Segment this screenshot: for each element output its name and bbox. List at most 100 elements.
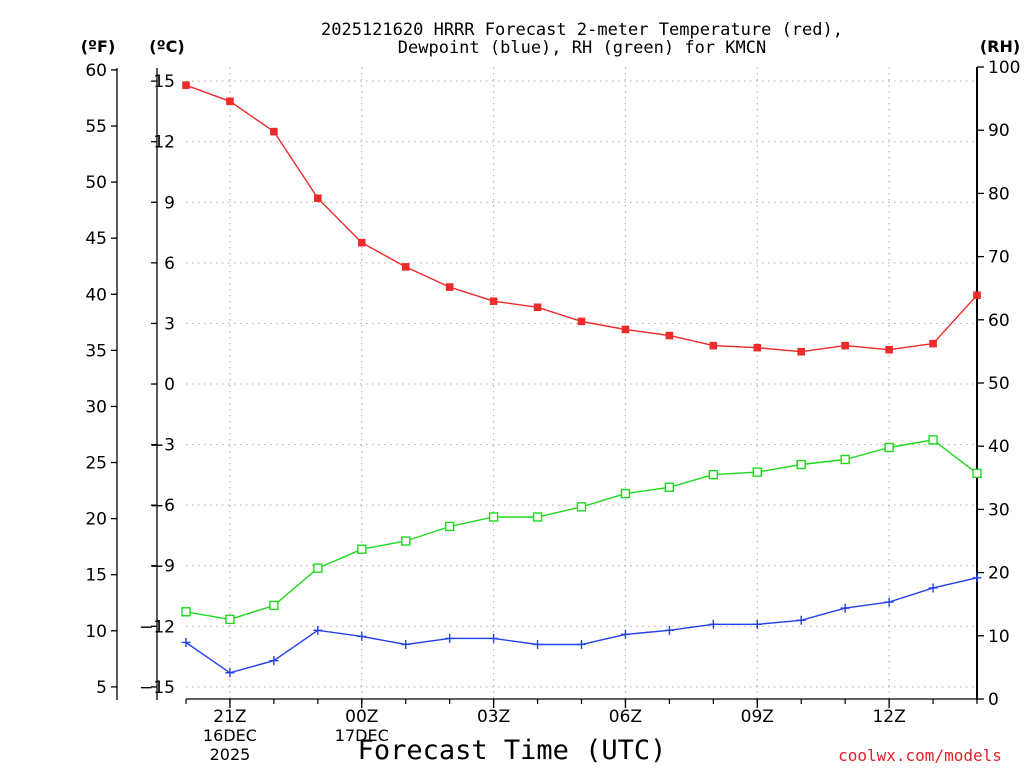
2-meter-temperature-point [533,303,542,312]
dewpoint-point [533,639,543,649]
relative-humidity-point [840,454,850,465]
fahrenheit-tick-label: 20 [85,510,107,530]
2-meter-temperature-point [753,343,762,352]
celsius-tick-label: 6 [164,254,175,274]
2-meter-temperature-point [973,291,981,299]
axes: 6055504540353025201510515129630−3−6−9−12… [85,58,1020,764]
dewpoint-point [972,573,982,583]
rh-tick-label: 50 [988,374,1010,394]
relative-humidity-point [620,488,631,499]
rh-unit-label: (RH) [980,37,1020,56]
2-meter-temperature-point [401,263,410,271]
rh-tick-label: 30 [988,500,1010,520]
relative-humidity-point [576,502,587,512]
fahrenheit-tick-label: 5 [96,678,107,698]
relative-humidity-point [972,468,982,479]
fahrenheit-tick-label: 10 [85,622,107,642]
2-meter-temperature-point [885,345,893,354]
rh-tick-label: 100 [988,58,1020,78]
relative-humidity-point [444,521,455,532]
fahrenheit-tick-label: 25 [85,454,107,474]
x-date-label: 17DEC [335,726,389,745]
rh-tick-label: 20 [988,564,1010,584]
fahrenheit-tick-label: 55 [85,117,107,137]
relative-humidity-point [532,512,543,522]
dewpoint-point [928,583,938,593]
dewpoint-point [708,619,718,629]
rh-tick-label: 10 [988,627,1010,647]
dewpoint-point [445,633,455,643]
fahrenheit-tick-label: 15 [85,566,107,586]
celsius-tick-label: −3 [150,436,175,456]
relative-humidity-point [269,600,279,611]
2-meter-temperature-point [357,238,366,247]
x-axis-title: Forecast Time (UTC) [358,735,667,766]
rh-tick-label: 60 [988,311,1010,331]
dewpoint-point [225,668,235,678]
fahrenheit-tick-label: 35 [85,341,107,361]
relative-humidity-point [488,512,499,522]
rh-tick-label: 80 [988,184,1010,204]
celsius-tick-label: 3 [164,314,175,334]
2-meter-temperature-point [182,81,190,89]
relative-humidity-point [708,469,719,480]
2-meter-temperature-point [797,347,806,356]
2-meter-temperature-point [314,194,322,203]
fahrenheit-tick-label: 60 [85,61,107,81]
dewpoint-point [269,656,279,666]
fahrenheit-tick-label: 50 [85,173,107,193]
2-meter-temperature-point [577,317,586,326]
relative-humidity-point [928,435,938,445]
fahrenheit-tick-label: 30 [85,397,107,417]
x-tick-label: 12Z [872,707,905,727]
rh-tick-label: 70 [988,248,1010,268]
celsius-tick-label: 15 [153,72,175,92]
rh-tick-label: 90 [988,121,1010,141]
celsius-tick-label: 0 [164,375,175,395]
x-tick-label: 09Z [741,707,774,727]
dewpoint-point [664,625,674,635]
dewpoint-point [752,619,762,629]
2-meter-temperature-point [621,325,630,334]
celsius-tick-label: 9 [164,193,175,213]
x-tick-label: 03Z [477,707,510,727]
relative-humidity-point [664,482,675,492]
relative-humidity-point [796,459,806,470]
2-meter-temperature-point [489,297,498,306]
chart-title-line1: 2025121620 HRRR Forecast 2-meter Tempera… [321,20,843,40]
dewpoint-point [577,639,586,649]
2-meter-temperature-point [841,341,849,350]
x-tick-label: 00Z [345,707,378,727]
2-meter-temperature-point [226,97,234,106]
relative-humidity-point [181,607,191,617]
dewpoint-point [620,629,630,639]
rh-tick-label: 40 [988,437,1010,457]
2-meter-temperature-point [665,331,674,340]
celsius-tick-label: −15 [139,678,175,698]
celsius-tick-label: −9 [150,557,175,577]
x-year-label: 2025 [210,745,251,764]
rh-tick-label: 0 [988,690,999,710]
dewpoint-point [313,625,323,635]
chart-title-line2: Dewpoint (blue), RH (green) for KMCN [398,38,766,58]
dewpoint-point [181,637,191,647]
relative-humidity-point [752,467,762,477]
dewpoint-point [489,633,499,643]
relative-humidity-point [401,536,411,546]
dewpoint-point [401,639,411,649]
dewpoint-point [796,615,806,625]
2-meter-temperature-point [445,283,454,291]
celsius-tick-label: 12 [153,133,175,153]
x-tick-label: 06Z [609,707,642,727]
celsius-unit-label: (ºC) [149,37,184,56]
fahrenheit-tick-label: 45 [85,229,107,249]
x-date-label: 16DEC [203,726,257,745]
dewpoint-point [840,603,850,613]
relative-humidity-point [225,614,235,625]
celsius-tick-label: −12 [139,617,175,637]
credit-label: coolwx.com/models [838,746,1002,765]
2-meter-temperature-point [709,341,718,350]
fahrenheit-tick-label: 40 [85,285,107,305]
x-tick-label: 21Z [213,707,246,727]
